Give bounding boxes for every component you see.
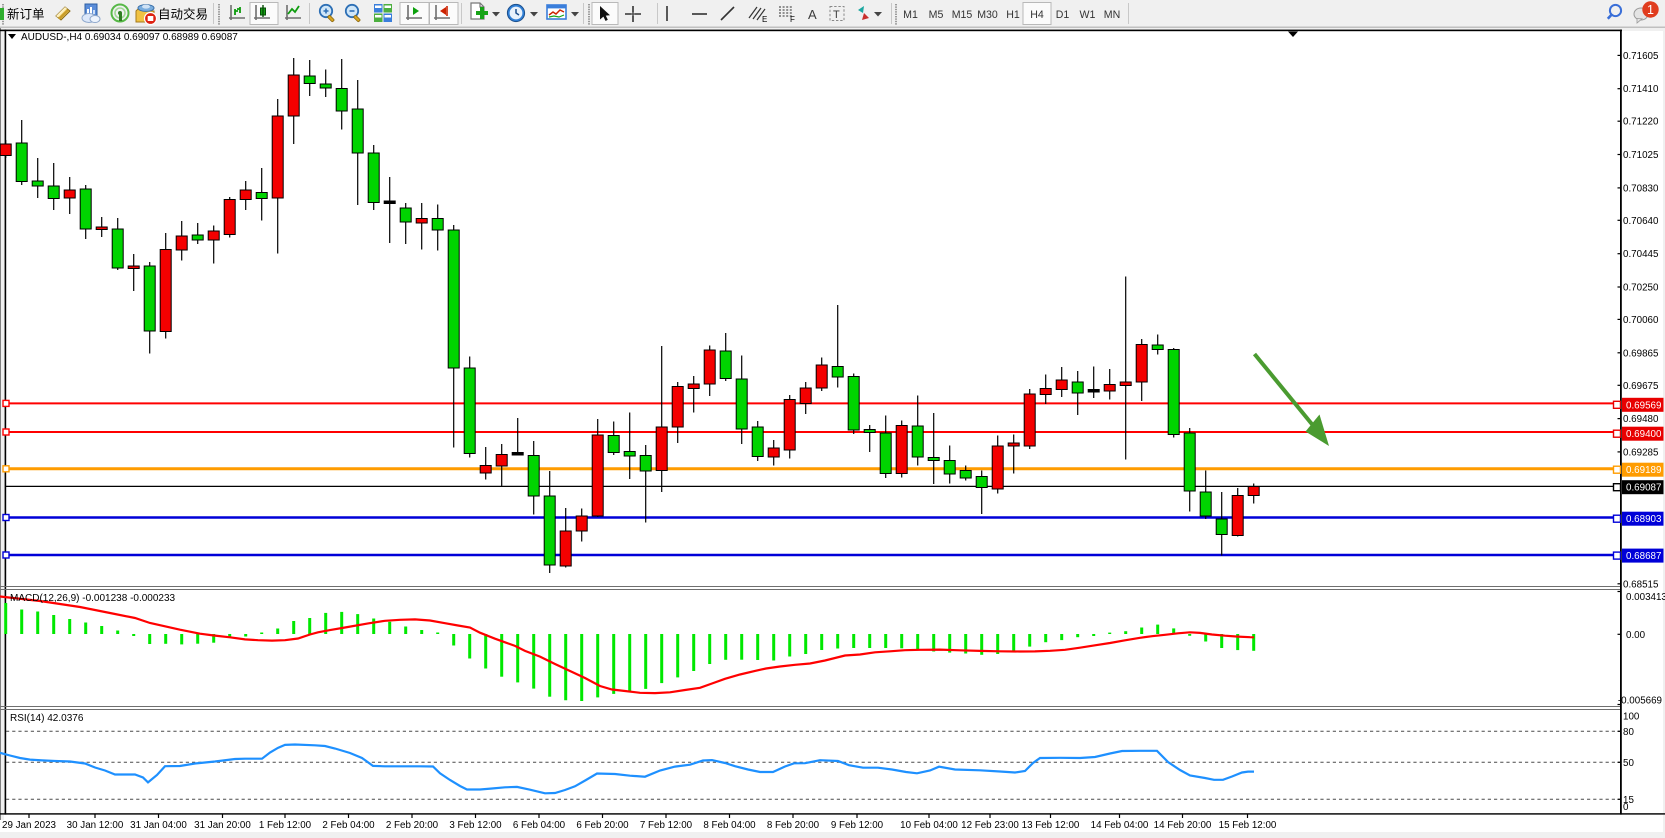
svg-text:0.71410: 0.71410 [1623,84,1659,95]
svg-text:0.71220: 0.71220 [1623,117,1659,128]
svg-text:2 Feb 20:00: 2 Feb 20:00 [386,820,439,831]
svg-text:7 Feb 12:00: 7 Feb 12:00 [640,820,693,831]
svg-text:0.69480: 0.69480 [1623,414,1659,425]
svg-text:50: 50 [1623,758,1634,769]
svg-text:0.70830: 0.70830 [1623,183,1659,194]
svg-text:0.69285: 0.69285 [1623,447,1659,458]
svg-text:MACD(12,26,9) -0.001238 -0.000: MACD(12,26,9) -0.001238 -0.000233 [10,593,176,604]
svg-text:0.69087: 0.69087 [1626,483,1661,494]
svg-text:E: E [762,15,767,24]
svg-text:0.71025: 0.71025 [1623,150,1659,161]
svg-text:15 Feb 12:00: 15 Feb 12:00 [1219,820,1277,831]
svg-text:0.69569: 0.69569 [1626,400,1661,411]
svg-text:0: 0 [1623,802,1629,813]
svg-text:F: F [790,15,795,24]
svg-text:0.71605: 0.71605 [1623,51,1659,62]
svg-text:0.68687: 0.68687 [1626,551,1661,562]
svg-text:8 Feb 04:00: 8 Feb 04:00 [703,820,756,831]
svg-text:H1: H1 [1006,9,1020,21]
svg-text:15: 15 [1623,795,1634,806]
svg-text:30 Jan 12:00: 30 Jan 12:00 [67,820,124,831]
svg-text:D1: D1 [1056,9,1070,21]
svg-text:M5: M5 [929,9,944,21]
svg-text:2 Feb 04:00: 2 Feb 04:00 [322,820,375,831]
svg-text:M30: M30 [977,9,998,21]
svg-text:100: 100 [1623,712,1640,723]
svg-text:新订单: 新订单 [7,7,45,22]
svg-text:29 Jan 2023: 29 Jan 2023 [2,820,56,831]
svg-text:9 Feb 12:00: 9 Feb 12:00 [831,820,884,831]
svg-text:14 Feb 20:00: 14 Feb 20:00 [1154,820,1212,831]
svg-text:10 Feb 04:00: 10 Feb 04:00 [900,820,958,831]
svg-text:6 Feb 04:00: 6 Feb 04:00 [513,820,566,831]
svg-text:W1: W1 [1080,9,1096,21]
svg-text:0.69675: 0.69675 [1623,381,1659,392]
svg-text:0.70445: 0.70445 [1623,249,1659,260]
svg-text:AUDUSD-,H4 0.69034 0.69097 0.: AUDUSD-,H4 0.69034 0.69097 0.68989 0.690… [21,32,238,43]
svg-text:0.70060: 0.70060 [1623,315,1659,326]
svg-text:RSI(14) 42.0376: RSI(14) 42.0376 [10,713,84,724]
svg-text:31 Jan 04:00: 31 Jan 04:00 [130,820,187,831]
svg-text:0.69400: 0.69400 [1626,429,1662,440]
svg-text:0.00: 0.00 [1626,630,1646,641]
svg-text:0.70640: 0.70640 [1623,216,1659,227]
svg-text:M1: M1 [903,9,918,21]
svg-text:12 Feb 23:00: 12 Feb 23:00 [961,820,1019,831]
svg-text:8 Feb 20:00: 8 Feb 20:00 [767,820,820,831]
svg-text:14 Feb 04:00: 14 Feb 04:00 [1091,820,1149,831]
svg-text:M15: M15 [952,9,973,21]
svg-text:T: T [833,9,840,21]
svg-text:0.68515: 0.68515 [1623,579,1659,590]
svg-text:6 Feb 20:00: 6 Feb 20:00 [576,820,629,831]
svg-text:0.003413: 0.003413 [1626,592,1665,603]
svg-text:1: 1 [1647,3,1654,17]
svg-text:MN: MN [1104,9,1120,21]
svg-text:13 Feb 12:00: 13 Feb 12:00 [1022,820,1080,831]
svg-text:31 Jan 20:00: 31 Jan 20:00 [194,820,251,831]
svg-text:3 Feb 12:00: 3 Feb 12:00 [449,820,502,831]
svg-text:A: A [808,7,817,22]
svg-text:1 Feb 12:00: 1 Feb 12:00 [259,820,312,831]
svg-text:0.68903: 0.68903 [1626,514,1662,525]
svg-text:H4: H4 [1030,9,1044,21]
svg-text:80: 80 [1623,727,1634,738]
svg-text:0.69865: 0.69865 [1623,348,1659,359]
svg-text:0.70250: 0.70250 [1623,283,1659,294]
svg-text:0.69189: 0.69189 [1626,465,1661,476]
svg-text:自动交易: 自动交易 [158,7,208,22]
svg-text:-0.005669: -0.005669 [1618,695,1662,706]
